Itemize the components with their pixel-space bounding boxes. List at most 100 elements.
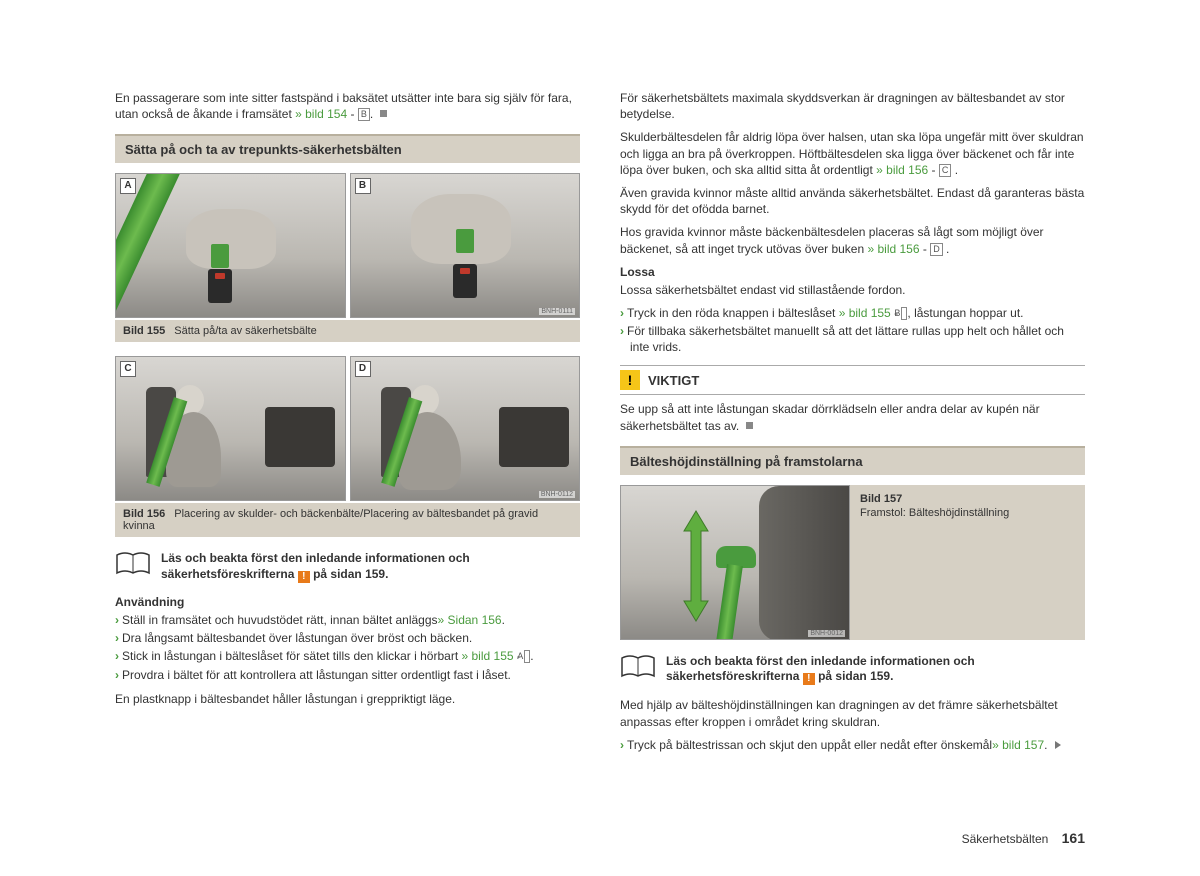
bullet-item: ›Provdra i bältet för att kontrollera at… — [115, 667, 580, 683]
intro-paragraph: En passagerare som inte sitter fastspänd… — [115, 90, 580, 122]
read-first-text: Läs och beakta först den inledande infor… — [666, 654, 1085, 686]
bullet-text: Tryck på bältestrissan och skjut den upp… — [627, 738, 992, 752]
section-header-1: Sätta på och ta av trepunkts-säkerhetsbä… — [115, 134, 580, 163]
bullet-item: ›Ställ in framsätet och huvudstödet rätt… — [115, 612, 580, 628]
warning-icon: ! — [803, 673, 815, 685]
figure-code: BNH-0112 — [539, 491, 575, 498]
figure-code: BNH-0111 — [539, 308, 575, 315]
bullet-text: Dra långsamt bältesbandet över låstungan… — [122, 631, 472, 645]
bullet-item: ›Stick in låstungan i bälteslåset för sä… — [115, 648, 580, 664]
caption-text: Framstol: Bälteshöjdinställning — [860, 507, 1009, 519]
panel-label: B — [355, 178, 371, 194]
intro-link-box: B — [358, 108, 370, 121]
chevron-icon: › — [115, 668, 119, 682]
seat-pillar — [759, 486, 849, 640]
p2-text: Skulderbältesdelen får aldrig löpa över … — [620, 130, 1084, 176]
p2-link: » bild 156 — [876, 163, 928, 177]
figure-155-panel-b: B BNH-0111 — [350, 173, 581, 318]
figure-155-caption: Bild 155 Sätta på/ta av säkerhetsbälte — [115, 320, 580, 342]
intro-link: » bild 154 — [295, 107, 347, 121]
bullet-link: » Sidan 156 — [438, 613, 502, 627]
p4-box: D — [930, 243, 943, 256]
right-p1: För säkerhetsbältets maximala skyddsverk… — [620, 90, 1085, 122]
bullet-link: » bild 155 — [839, 306, 891, 320]
chevron-icon: › — [115, 649, 119, 663]
bullet-link: » bild 157 — [992, 738, 1044, 752]
page-footer: Säkerhetsbälten 161 — [962, 830, 1085, 846]
read-first-block-2: Läs och beakta först den inledande infor… — [620, 654, 1085, 686]
caption-text: Placering av skulder- och bäckenbälte/Pl… — [123, 508, 538, 532]
buckle-shape — [453, 264, 477, 298]
caption-label: Bild 157 — [860, 493, 1077, 505]
latch-shape — [211, 244, 229, 268]
figure-157-caption: Bild 157 Framstol: Bälteshöjdinställning — [860, 485, 1085, 640]
chevron-icon: › — [115, 631, 119, 645]
bullet-tail: , låstungan hoppar ut. — [907, 306, 1023, 320]
figure-155: A B BNH-0111 — [115, 173, 580, 318]
p4-link: » bild 156 — [867, 242, 919, 256]
panel-label: D — [355, 361, 371, 377]
closing-paragraph: En plastknapp i bältesbandet håller låst… — [115, 691, 580, 707]
chevron-icon: › — [620, 324, 624, 338]
panel-label: A — [120, 178, 136, 194]
figure-156-panel-c: C — [115, 356, 346, 501]
lossa-subhead: Lossa — [620, 265, 1085, 279]
usage-bullets: ›Ställ in framsätet och huvudstödet rätt… — [115, 612, 580, 683]
final-bullet: ›Tryck på bältestrissan och skjut den up… — [620, 737, 1085, 753]
caption-label: Bild 156 — [123, 508, 165, 520]
read-first-page: på sidan 159. — [310, 567, 389, 581]
right-column: För säkerhetsbältets maximala skyddsverk… — [620, 90, 1085, 755]
latch-shape — [456, 229, 474, 253]
important-text-content: Se upp så att inte låstungan skadar dörr… — [620, 402, 1040, 432]
right-p4: Hos gravida kvinnor måste bäckenbältesde… — [620, 224, 1085, 256]
important-label: VIKTIGT — [648, 373, 699, 388]
dashboard-shape — [499, 407, 569, 467]
important-icon: ! — [620, 370, 640, 390]
bullet-text: Stick in låstungan i bälteslåset för sät… — [122, 649, 462, 663]
bullet-item: ›Dra långsamt bältesbandet över låstunga… — [115, 630, 580, 646]
bullet-link: » bild 155 — [462, 649, 514, 663]
book-icon — [620, 654, 656, 680]
right-p5: Med hjälp av bälteshöjdinställningen kan… — [620, 697, 1085, 729]
bullet-item: ›Tryck in den röda knappen i bälteslåset… — [620, 305, 1085, 321]
right-p3: Även gravida kvinnor måste alltid använd… — [620, 185, 1085, 217]
section-header-2: Bälteshöjdinställning på framstolarna — [620, 446, 1085, 475]
left-column: En passagerare som inte sitter fastspänd… — [115, 90, 580, 755]
hand-shape — [186, 209, 276, 269]
important-text: Se upp så att inte låstungan skadar dörr… — [620, 401, 1085, 433]
end-marker-icon — [746, 422, 753, 429]
updown-arrow-icon — [676, 506, 716, 626]
bullet-box: A — [524, 650, 530, 663]
figure-156: C D BNH-0112 — [115, 356, 580, 501]
chevron-icon: › — [115, 613, 119, 627]
p4-text: Hos gravida kvinnor måste bäckenbältesde… — [620, 225, 1044, 255]
warning-icon: ! — [298, 571, 310, 583]
bullet-text: För tillbaka säkerhetsbältet manuellt så… — [627, 324, 1064, 354]
end-marker-icon — [380, 110, 387, 117]
panel-label: C — [120, 361, 136, 377]
figure-156-panel-d: D BNH-0112 — [350, 356, 581, 501]
caption-text: Sätta på/ta av säkerhetsbälte — [174, 325, 316, 337]
usage-subhead: Användning — [115, 595, 580, 609]
footer-page-number: 161 — [1062, 830, 1085, 846]
important-bar: ! VIKTIGT — [620, 365, 1085, 395]
caption-label: Bild 155 — [123, 325, 165, 337]
bullet-text: Provdra i bältet för att kontrollera att… — [122, 668, 511, 682]
right-p2: Skulderbältesdelen får aldrig löpa över … — [620, 129, 1085, 178]
lossa-text: Lossa säkerhetsbältet endast vid stillas… — [620, 282, 1085, 298]
figure-code: BNH-0012 — [808, 630, 845, 637]
figure-157: BNH-0012 — [620, 485, 850, 640]
continue-icon — [1055, 741, 1061, 749]
book-icon — [115, 551, 151, 577]
page-columns: En passagerare som inte sitter fastspänd… — [115, 90, 1085, 755]
read-first-text: Läs och beakta först den inledande infor… — [161, 551, 580, 583]
figure-156-caption: Bild 156 Placering av skulder- och bäcke… — [115, 503, 580, 537]
p2-box: C — [939, 164, 952, 177]
bullet-item: ›För tillbaka säkerhetsbältet manuellt s… — [620, 323, 1085, 355]
chevron-icon: › — [620, 306, 624, 320]
chevron-icon: › — [620, 738, 624, 752]
figure-157-row: BNH-0012 Bild 157 Framstol: Bälteshöjdin… — [620, 485, 1085, 640]
footer-section: Säkerhetsbälten — [962, 832, 1049, 846]
dashboard-shape — [265, 407, 335, 467]
read-first-page: på sidan 159. — [815, 669, 894, 683]
